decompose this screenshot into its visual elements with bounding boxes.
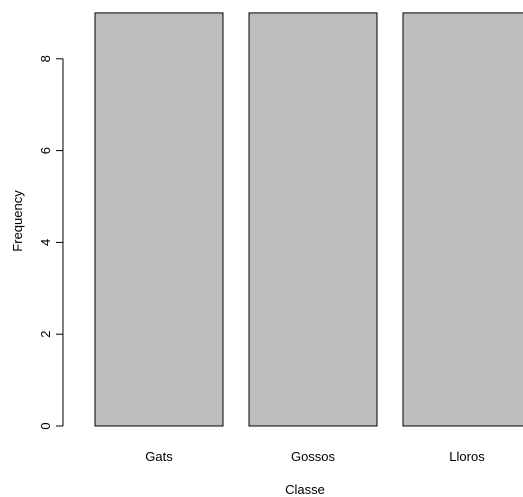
y-tick-label-2: 2: [38, 331, 53, 338]
x-category-label-gats: Gats: [145, 449, 173, 464]
x-axis-title: Classe: [285, 482, 325, 497]
x-category-label-gossos: Gossos: [291, 449, 336, 464]
bar-gats: [94, 12, 224, 427]
bar-lloros: [402, 12, 523, 427]
bar-gossos: [248, 12, 378, 427]
y-tick-label-0: 0: [38, 422, 53, 429]
bars-group: [94, 12, 523, 427]
y-tick-label-6: 6: [38, 147, 53, 154]
y-axis-title: Frequency: [10, 190, 25, 252]
y-axis: 0 2 4 6 8: [38, 55, 64, 430]
y-tick-label-4: 4: [38, 239, 53, 246]
y-tick-label-8: 8: [38, 55, 53, 62]
x-category-labels: Gats Gossos Lloros: [145, 449, 485, 464]
x-category-label-lloros: Lloros: [449, 449, 485, 464]
